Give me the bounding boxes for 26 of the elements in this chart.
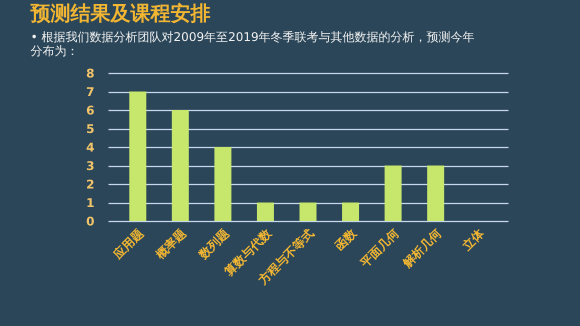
- x-tick-label: 应用题: [110, 226, 146, 262]
- bar: [342, 202, 360, 221]
- y-tick-label: 4: [86, 140, 94, 154]
- x-tick-label: 解析几何: [400, 226, 444, 271]
- x-tick-label: 概率题: [152, 226, 189, 262]
- bar: [300, 202, 316, 221]
- bar: [172, 110, 189, 221]
- y-tick-label: 3: [86, 159, 94, 173]
- y-tick-label: 5: [86, 122, 94, 136]
- bar: [214, 147, 232, 221]
- x-tick-label: 函数: [332, 225, 360, 253]
- chart-subtitle: • 根据我们数据分析团队对2009年至2019年冬季联考与其他数据的分析，预测今年分布为：: [30, 30, 475, 58]
- bar: [129, 92, 146, 221]
- chart-title: 预测结果及课程安排: [30, 1, 211, 25]
- y-tick-label: 1: [86, 196, 94, 210]
- bar: [427, 166, 444, 221]
- y-tick-label: 8: [86, 66, 94, 80]
- bar: [256, 202, 274, 221]
- y-tick-label: 2: [86, 178, 94, 192]
- y-tick-label: 7: [86, 85, 94, 99]
- x-tick-label: 立体: [459, 225, 488, 254]
- x-tick-label: 数列题: [195, 226, 232, 262]
- bar: [384, 166, 402, 221]
- y-tick-label: 6: [86, 104, 94, 118]
- x-tick-label: 平面几何: [357, 226, 402, 271]
- y-tick-label: 0: [86, 214, 94, 228]
